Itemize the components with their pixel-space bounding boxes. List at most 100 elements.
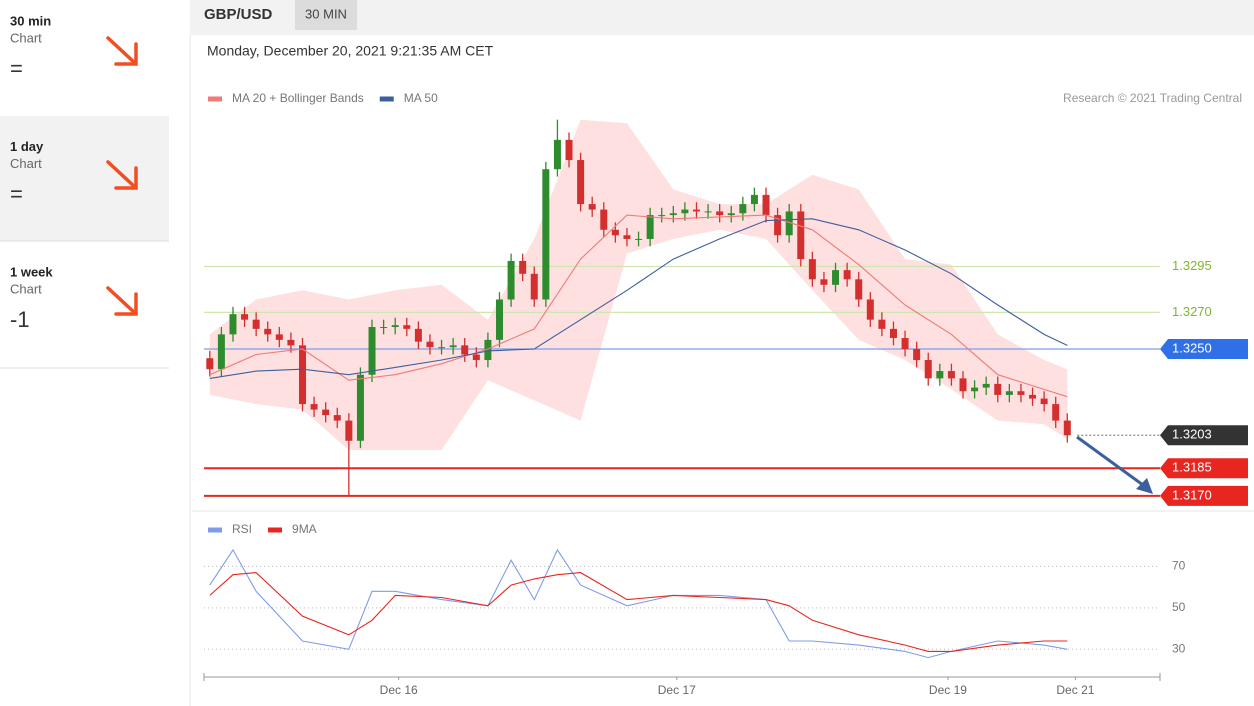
candle-body bbox=[426, 341, 434, 348]
candle-body bbox=[716, 211, 724, 216]
candle-body bbox=[1040, 398, 1048, 405]
candle-body bbox=[322, 409, 330, 416]
candle-body bbox=[577, 160, 585, 205]
symbol: GBP/USD bbox=[204, 6, 273, 23]
candle-body bbox=[206, 358, 214, 370]
level-label: 1.3203 bbox=[1172, 427, 1212, 442]
candle-body bbox=[727, 213, 735, 216]
candle-body bbox=[403, 325, 411, 329]
candle-body bbox=[519, 260, 527, 274]
candle-body bbox=[971, 387, 979, 392]
candle-body bbox=[750, 194, 758, 205]
y-tick-label: 30 bbox=[1172, 641, 1186, 655]
x-tick-label: Dec 17 bbox=[658, 683, 696, 697]
candle-body bbox=[530, 273, 538, 300]
period: 30 min bbox=[10, 13, 51, 28]
trend-icons bbox=[106, 36, 138, 316]
candle-body bbox=[229, 314, 237, 335]
legend-swatch bbox=[208, 96, 222, 102]
candle-body bbox=[298, 345, 306, 405]
candle-body bbox=[310, 404, 318, 410]
candle-body bbox=[762, 194, 770, 216]
candle-body bbox=[820, 279, 828, 285]
candle-body bbox=[275, 334, 283, 340]
candle-body bbox=[495, 299, 503, 340]
candle-body bbox=[264, 328, 272, 335]
legend-label: MA 50 bbox=[404, 91, 438, 105]
candle-body bbox=[658, 215, 666, 217]
candle-body bbox=[600, 209, 608, 230]
forecast-arrow bbox=[1076, 435, 1144, 487]
candle-body bbox=[368, 327, 376, 375]
period: 1 day bbox=[10, 139, 44, 154]
level-label: 1.3270 bbox=[1172, 304, 1212, 319]
candle-body bbox=[785, 211, 793, 236]
x-tick-label: Dec 16 bbox=[380, 683, 418, 697]
period: 1 week bbox=[10, 264, 53, 279]
candle-body bbox=[774, 215, 782, 236]
rsi-line bbox=[209, 548, 1068, 659]
plot: 30 min Chart = 1 day Chart = 1 week Chart -1 1.32… bbox=[10, 13, 1248, 697]
header-bg bbox=[190, 0, 1254, 35]
signal: = bbox=[10, 181, 23, 206]
legend-label: RSI bbox=[232, 522, 252, 536]
interval[interactable]: 30 MIN bbox=[305, 6, 347, 21]
legend-swatch bbox=[208, 527, 222, 533]
candle-body bbox=[855, 279, 863, 300]
interval-tab[interactable] bbox=[295, 0, 357, 30]
candle-body bbox=[692, 209, 700, 212]
candle-body bbox=[438, 347, 446, 349]
candle-body bbox=[217, 334, 225, 370]
candle-body bbox=[1017, 391, 1025, 395]
y-tick-label: 70 bbox=[1172, 559, 1186, 573]
candle-body bbox=[588, 204, 596, 210]
candle-body bbox=[611, 229, 619, 236]
chart-label: Chart bbox=[10, 156, 42, 171]
candle-body bbox=[878, 319, 886, 329]
candle-body bbox=[982, 383, 990, 388]
card-bg bbox=[0, 116, 169, 241]
candle-body bbox=[866, 299, 874, 320]
candle-body bbox=[808, 259, 816, 280]
candle-body bbox=[797, 211, 805, 260]
level-label: 1.3295 bbox=[1172, 258, 1212, 273]
candle-body bbox=[924, 360, 932, 379]
candle-body bbox=[472, 354, 480, 361]
candle-body bbox=[1005, 391, 1013, 395]
candle-body bbox=[623, 235, 631, 239]
candle-body bbox=[287, 339, 295, 346]
candle-body bbox=[542, 169, 550, 300]
candle-body bbox=[484, 339, 492, 361]
rsi-line bbox=[209, 572, 1068, 652]
y-tick-label: 50 bbox=[1172, 600, 1186, 614]
candle-body bbox=[333, 415, 341, 421]
candle-body bbox=[1029, 394, 1037, 399]
candle-body bbox=[889, 328, 897, 339]
candle-body bbox=[681, 209, 689, 214]
candle-body bbox=[901, 338, 909, 350]
candle-body bbox=[449, 345, 457, 348]
candle-body bbox=[391, 325, 399, 328]
candle-body bbox=[704, 211, 712, 213]
candle-body bbox=[461, 345, 469, 355]
candle-body bbox=[843, 270, 851, 280]
candle-body bbox=[1063, 420, 1071, 436]
legend-label: 9MA bbox=[292, 522, 317, 536]
down-arrow bbox=[106, 160, 138, 190]
candle-body bbox=[1052, 404, 1060, 421]
level-label: 1.3185 bbox=[1172, 460, 1212, 475]
chart-label: Chart bbox=[10, 30, 42, 45]
candle-body bbox=[380, 327, 388, 329]
candle-body bbox=[669, 213, 677, 216]
candle-body bbox=[241, 314, 249, 320]
candle-body bbox=[994, 383, 1002, 395]
x-tick-label: Dec 19 bbox=[929, 683, 967, 697]
level-badge bbox=[1160, 339, 1248, 360]
candle-body bbox=[913, 349, 921, 361]
candle-body bbox=[739, 204, 747, 214]
candle-body bbox=[565, 139, 573, 161]
timestamp: Monday, December 20, 2021 9:21:35 AM CET bbox=[207, 43, 494, 59]
level-badge bbox=[1160, 485, 1248, 506]
candle-body bbox=[646, 215, 654, 239]
